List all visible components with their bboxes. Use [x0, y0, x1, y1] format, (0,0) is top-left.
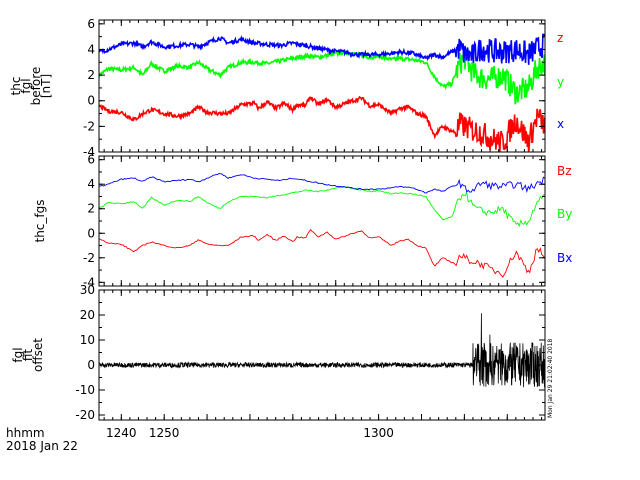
y-tick-label: 6 — [87, 153, 95, 167]
y-tick-label: 2 — [87, 68, 95, 82]
plot-area — [99, 313, 545, 388]
y-tick-label: 4 — [87, 177, 95, 191]
y-tick-label: 0 — [87, 94, 95, 108]
time-axis-label-date: 2018 Jan 22 — [6, 439, 78, 453]
shared-time-axis: 1240 1250 1300 — [106, 426, 394, 440]
y-tick-label: 6 — [87, 17, 95, 31]
x-tick-label: 1300 — [363, 426, 394, 440]
y-axis-label: [nT] — [39, 74, 53, 98]
y-axis-label: offset — [31, 338, 45, 372]
legend-label-x: x — [557, 117, 564, 131]
panel-frame — [98, 289, 546, 421]
y-tick-label: 2 — [87, 202, 95, 216]
y-tick-label: 0 — [87, 226, 95, 240]
legend-label-z: z — [557, 31, 563, 45]
plot-area — [99, 173, 545, 279]
y-tick-label: 30 — [80, 283, 95, 297]
series-line-z — [99, 95, 545, 152]
y-axis-label: before — [29, 67, 43, 106]
timestamp-watermark: Mon Jan 29 21:02:40 2018 — [547, 338, 554, 418]
series-line-bx — [99, 173, 545, 194]
time-axis-label-hhmm: hhmm — [6, 426, 45, 440]
y-tick-label: 10 — [80, 333, 95, 347]
y-axis-label: fgl — [11, 347, 25, 362]
plot-area — [99, 33, 545, 152]
y-tick-label: -20 — [75, 408, 95, 422]
legend-label-y: y — [557, 75, 564, 89]
legend-label-bx: Bx — [557, 251, 572, 265]
y-axis-label: fgl — [19, 78, 33, 93]
panel-frame — [98, 155, 546, 287]
series-line-y — [99, 48, 545, 105]
panel-frame — [98, 19, 546, 153]
legend-label-by: By — [557, 207, 572, 221]
series-line-x — [99, 33, 545, 65]
x-tick-label: 1250 — [149, 426, 180, 440]
y-axis-label: thc_fgs — [33, 199, 47, 242]
y-tick-label: 0 — [87, 358, 95, 372]
y-axis-label: thc — [9, 77, 23, 96]
y-tick-label: -4 — [83, 145, 95, 159]
x-tick-label: 1240 — [106, 426, 137, 440]
series-line-by — [99, 186, 545, 228]
panel-fgs: 6 4 2 0 -2 -4 thc_fgs Bz By Bx — [33, 153, 572, 290]
y-tick-label: -4 — [83, 275, 95, 289]
legend-label-bz: Bz — [557, 164, 572, 178]
y-tick-label: -10 — [75, 383, 95, 397]
y-tick-label: -2 — [83, 119, 95, 133]
y-tick-label: 20 — [80, 308, 95, 322]
series-line-bz — [99, 228, 545, 279]
y-axis-label: fit — [21, 349, 35, 362]
y-tick-label: -2 — [83, 251, 95, 265]
series-line-offset — [99, 313, 545, 388]
y-tick-label: 4 — [87, 42, 95, 56]
